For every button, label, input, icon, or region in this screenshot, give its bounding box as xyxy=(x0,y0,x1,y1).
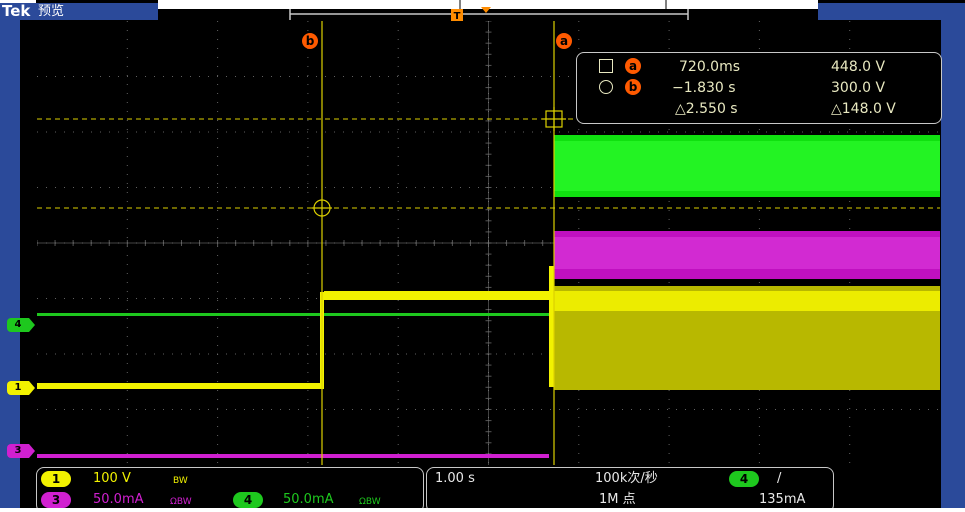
overview-bar-white xyxy=(158,0,818,9)
trigger-slope-icon: / xyxy=(777,471,782,486)
cursor-a-volt: 448.0 V xyxy=(831,59,886,75)
top-left-frame xyxy=(0,0,36,3)
waveform-graticule[interactable] xyxy=(37,21,940,465)
ch1-marker-number: 1 xyxy=(14,382,22,393)
bottom-frame xyxy=(0,508,965,512)
ch3-scale: 50.0mA xyxy=(93,492,144,507)
cursor-a-label[interactable]: a xyxy=(556,33,572,49)
ch1-trace-low xyxy=(37,383,320,389)
readout-a-badge: a xyxy=(625,58,641,74)
ch3-marker-number: 3 xyxy=(14,445,22,456)
trigger-level: 135mA xyxy=(759,492,806,507)
brand-logo: Tek xyxy=(2,2,31,20)
graticule-grid xyxy=(37,21,940,465)
cursor-readout-panel[interactable]: a 720.0ms 448.0 V b −1.830 s 300.0 V △2.… xyxy=(576,52,942,124)
cursor-b-time: −1.830 s xyxy=(672,80,736,96)
cursor-delta-time: △2.550 s xyxy=(675,101,738,117)
right-frame xyxy=(941,20,965,512)
channel-settings-panel[interactable]: 1 100 V BW 3 50.0mA ΩBW 4 50.0mA ΩBW xyxy=(36,467,424,512)
trigger-position-label: T xyxy=(454,11,461,22)
ch4-marker-number: 4 xyxy=(14,319,22,330)
expansion-point-icon xyxy=(481,7,491,13)
left-frame xyxy=(0,20,20,512)
ch4-ground-marker[interactable]: 4 xyxy=(7,318,35,332)
sample-rate: 100k次/秒 xyxy=(595,471,658,486)
ch4-scale: 50.0mA xyxy=(283,492,334,507)
ch1-bandwidth-icon: BW xyxy=(173,476,188,486)
ch1-ground-marker[interactable]: 1 xyxy=(7,381,35,395)
ch1-scale: 100 V xyxy=(93,471,131,486)
readout-b-badge: b xyxy=(625,79,641,95)
brand-area: Tek 预览 xyxy=(0,3,158,20)
ch3-trace-baseline xyxy=(37,454,549,458)
cursor-delta-volt: △148.0 V xyxy=(831,101,896,117)
ch3-badge[interactable]: 3 xyxy=(41,492,71,508)
ch4-trace-baseline xyxy=(37,313,549,316)
top-right-frame xyxy=(818,3,965,20)
ch4-bandwidth-icon: ΩBW xyxy=(359,497,381,507)
circle-cursor-icon xyxy=(599,80,613,94)
ch4-badge[interactable]: 4 xyxy=(233,492,263,508)
ch1-badge[interactable]: 1 xyxy=(41,471,71,487)
record-overview-bar[interactable]: T xyxy=(158,0,818,22)
cursor-b-volt: 300.0 V xyxy=(831,80,886,96)
trigger-position-icon xyxy=(451,9,463,21)
record-length: 1M 点 xyxy=(599,492,636,507)
ch3-bandwidth-icon: ΩBW xyxy=(170,497,192,507)
timebase-trigger-panel[interactable]: 1.00 s 100k次/秒 1M 点 4 / 135mA xyxy=(426,467,834,512)
square-cursor-icon xyxy=(599,59,613,73)
trigger-source-badge[interactable]: 4 xyxy=(729,471,759,487)
horizontal-scale: 1.00 s xyxy=(435,471,475,486)
ch1-trace-mid xyxy=(324,291,549,300)
acquisition-mode-label: 预览 xyxy=(38,4,65,19)
cursor-a-time: 720.0ms xyxy=(679,59,741,75)
ch3-ground-marker[interactable]: 3 xyxy=(7,444,35,458)
cursor-b-label[interactable]: b xyxy=(302,33,318,49)
